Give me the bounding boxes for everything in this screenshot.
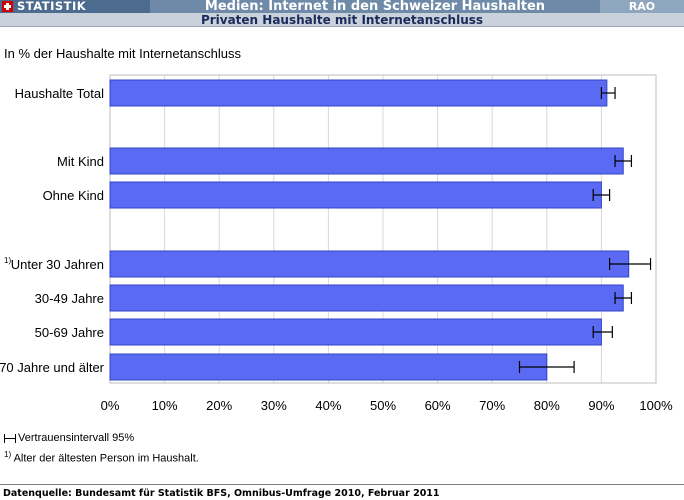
footnote-text: Alter der ältesten Person im Haushalt. (13, 452, 199, 465)
subtitle-bar: Privaten Haushalte mit Internetanschluss (0, 13, 684, 27)
ci-legend-label: Vertrauensintervall 95% (18, 432, 135, 444)
confidence-interval-icon (4, 433, 16, 443)
swiss-cross-icon (2, 1, 13, 12)
error-bar (518, 361, 575, 373)
category-label: 50-69 Jahre (35, 325, 104, 340)
bar-chart: Haushalte Total Mit Kind Ohne Kind Unter 30… (0, 74, 673, 413)
category-label: Haushalte Total (15, 86, 104, 101)
footnote-marker: 1) (4, 450, 12, 459)
x-tick-label: 90% (588, 398, 614, 413)
ci-legend: Vertrauensintervall 95% (4, 432, 134, 444)
plot-frame (109, 74, 657, 384)
error-bar (600, 87, 616, 99)
footnote: 1) Alter der ältesten Person im Haushalt… (4, 450, 199, 465)
error-bar (592, 189, 611, 201)
category-label: 30-49 Jahre (35, 291, 104, 306)
category-label: 70 Jahre und älter (0, 360, 105, 375)
category-note: 1) (4, 256, 11, 265)
error-bar (608, 258, 652, 270)
x-tick-label: 20% (206, 398, 232, 413)
bar (109, 147, 624, 175)
header-bar: STATISTIK Medien: Internet in den Schwei… (0, 0, 684, 13)
x-tick-label: 30% (261, 398, 287, 413)
category-label: Ohne Kind (43, 188, 104, 203)
x-tick-label: 60% (425, 398, 451, 413)
brand-label: STATISTIK (17, 0, 87, 13)
page-title: Medien: Internet in den Schweizer Hausha… (204, 0, 546, 14)
bar (109, 79, 608, 107)
bar (109, 353, 548, 381)
category-label: Mit Kind (57, 154, 104, 169)
error-bar (614, 292, 633, 304)
bar (109, 181, 602, 209)
category-label: Unter 30 Jahren (11, 257, 104, 272)
unit-label: In % der Haushalte mit Internetanschluss (4, 46, 242, 61)
data-source: Datenquelle: Bundesamt für Statistik BFS… (3, 488, 440, 499)
rao-badge: RAO (600, 0, 684, 13)
x-tick-label: 50% (370, 398, 396, 413)
brand-block: STATISTIK (0, 0, 150, 13)
error-bar (592, 326, 613, 338)
bar (109, 318, 602, 346)
x-tick-label: 40% (315, 398, 341, 413)
chart-subtitle: Privaten Haushalte mit Internetanschluss (200, 13, 484, 27)
bar (109, 284, 624, 312)
x-tick-label: 70% (479, 398, 505, 413)
footer-divider (0, 484, 684, 485)
bar (109, 250, 630, 278)
x-tick-label: 0% (101, 398, 120, 413)
x-tick-label: 10% (152, 398, 178, 413)
x-tick-label: 80% (534, 398, 560, 413)
error-bar (614, 155, 633, 167)
x-tick-label: 100% (639, 398, 673, 413)
